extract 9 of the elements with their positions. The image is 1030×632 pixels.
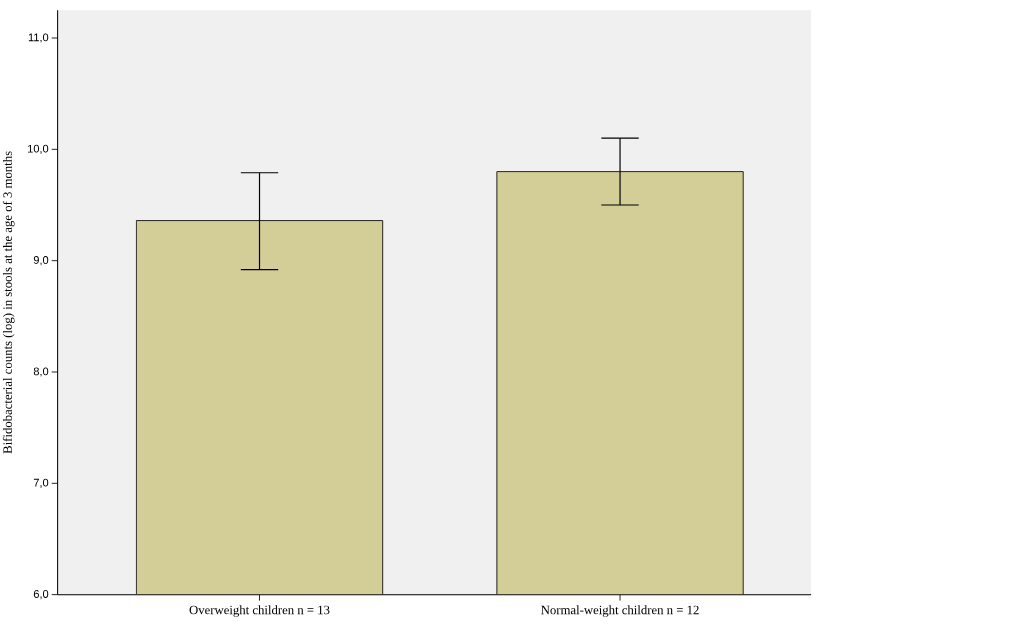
y-tick-label: 6,0 bbox=[33, 590, 49, 600]
x-tick-label: Overweight children n = 13 bbox=[189, 605, 330, 617]
y-tick-label: 10,0 bbox=[28, 144, 49, 154]
y-tick-label: 9,0 bbox=[33, 256, 49, 266]
x-tick-label: Normal-weight children n = 12 bbox=[541, 605, 699, 617]
y-axis-title: Bifidobacterial counts (log) in stools at the age of 3 months bbox=[2, 151, 15, 454]
y-tick-label: 7,0 bbox=[33, 478, 49, 488]
y-tick-label: 11,0 bbox=[28, 33, 49, 43]
y-tick-label: 8,0 bbox=[33, 367, 49, 377]
